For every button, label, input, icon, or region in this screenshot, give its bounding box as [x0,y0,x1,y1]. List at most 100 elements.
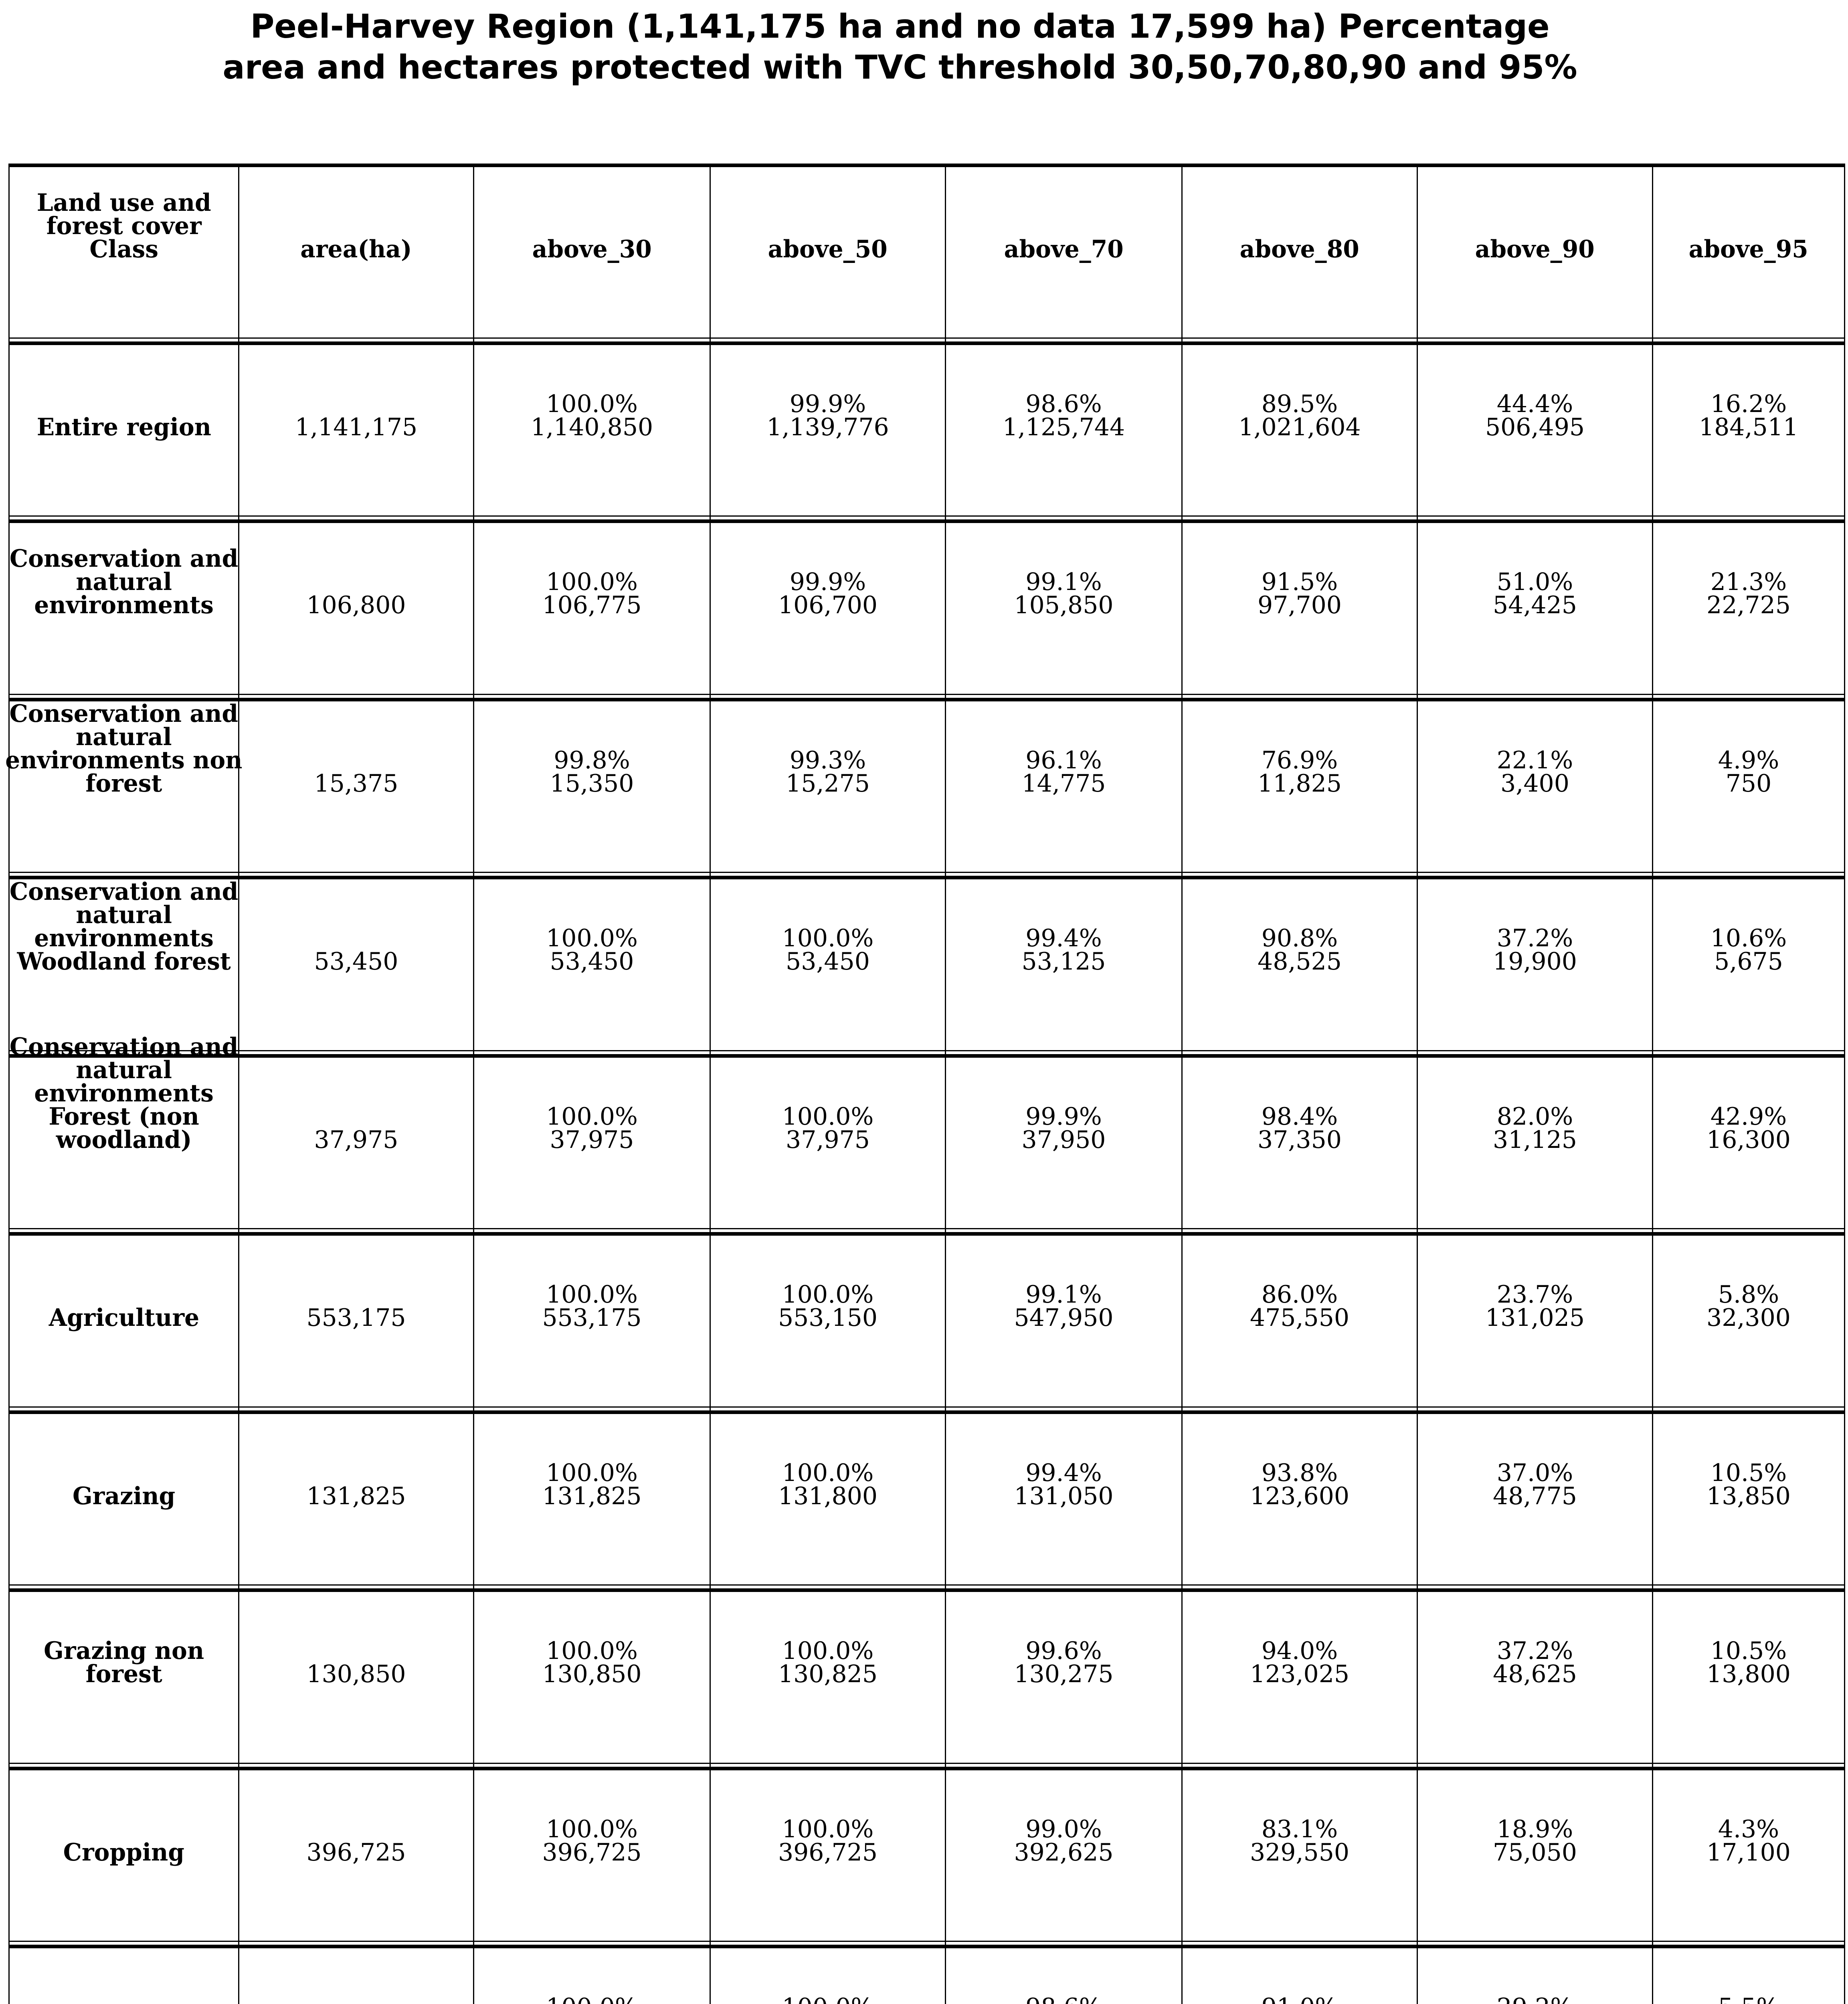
percent-value: 37.2% [1496,1637,1573,1665]
hectares-value: 48,775 [1493,1482,1577,1510]
header-threshold-label: above_50 [768,235,888,263]
row-threshold-cell: 99.9% 37,950 [946,1058,1183,1232]
hectares-value: 105,850 [1014,591,1114,619]
row-threshold-cell: 4.3% 17,100 [1653,1770,1844,1945]
hectares-value: 106,775 [542,591,642,619]
row-label-cell-holder: Grazing [10,1414,238,1508]
row-threshold-values: 10.5% 13,850 [1706,1461,1791,1508]
percent-value: 100.0% [782,1459,874,1487]
hectares-value: 37,350 [1258,1126,1342,1154]
row-threshold-cell-holder: 100.0% 53,450 [474,879,710,974]
row-threshold-cell: 98.6% 1,125,744 [946,345,1183,519]
header-threshold-cell-holder: above_80 [1183,167,1417,261]
row-area-cell-holder: 553,175 [239,1236,473,1332]
row-label-cell: Agriculture [10,1236,239,1410]
row-threshold-cell-holder: 94.0% 123,025 [1183,1592,1417,1686]
row-threshold-cell-holder: 98.4% 37,350 [1183,1058,1417,1154]
percent-value: 21.3% [1710,568,1787,596]
header-threshold-cell: above_90 [1418,167,1653,341]
hectares-value: 131,825 [542,1482,642,1510]
hectares-value: 48,625 [1493,1660,1577,1688]
percent-value: 91.5% [1261,568,1338,596]
row-area-cell-holder: 396,725 [239,1770,473,1865]
table-row: Conservation and natural environments 106… [10,523,1844,701]
hectares-value: 19,900 [1493,947,1577,976]
row-threshold-cell-holder: 42.9% 16,300 [1653,1058,1844,1154]
percent-value: 37.2% [1496,924,1573,952]
header-threshold-label: above_90 [1475,235,1595,263]
row-threshold-cell-holder: 37.0% 48,775 [1418,1414,1652,1508]
percent-value: 99.4% [1025,924,1102,952]
hectares-value: 53,450 [786,947,870,976]
table-row: Irrigation24,625 100.0%24,625 100.0%24,625… [10,1948,1844,2004]
row-area-value: 131,825 [306,1482,406,1510]
row-label-cell: Grazing non forest [10,1592,239,1767]
row-threshold-values: 99.9% 1,139,776 [766,392,889,439]
row-threshold-cell: 5.5%1,350 [1653,1948,1844,2004]
row-threshold-values: 51.0% 54,425 [1493,570,1577,617]
row-threshold-values: 100.0% 37,975 [546,1105,638,1154]
hectares-value: 15,275 [786,770,870,798]
table-row: Cropping 396,725 100.0% 396,725 100.0% 396,72… [10,1770,1844,1948]
row-threshold-values: 100.0% 131,825 [542,1461,641,1508]
hectares-value: 553,150 [778,1304,878,1332]
percent-value: 4.3% [1718,1815,1779,1843]
row-threshold-cell: 37.0% 48,775 [1418,1414,1653,1588]
percent-value: 96.1% [1025,746,1102,774]
row-threshold-cell: 91.0%22,400 [1183,1948,1418,2004]
percent-value: 42.9% [1710,1103,1787,1131]
hectares-value: 106,700 [778,591,878,619]
row-label: Conservation and natural environments no… [5,700,243,798]
row-threshold-cell-holder: 100.0% 553,150 [711,1236,945,1332]
row-threshold-cell: 99.9% 106,700 [711,523,946,698]
row-threshold-cell-holder: 22.1% 3,400 [1418,701,1652,796]
row-threshold-cell-holder: 100.0% 396,725 [474,1770,710,1865]
row-threshold-values: 99.4% 53,125 [1022,924,1106,974]
table-row: Conservation and natural environments no… [5,701,1844,879]
hectares-value: 14,775 [1021,770,1106,798]
row-label: Conservation and natural environments [9,545,239,619]
row-area-value: 553,175 [306,1304,406,1332]
percent-value: 10.5% [1710,1637,1787,1665]
hectares-value: 13,800 [1706,1660,1791,1688]
row-threshold-values: 22.1% 3,400 [1497,748,1573,796]
percent-value: 83.1% [1261,1815,1338,1843]
row-threshold-cell: 22.1% 3,400 [1418,701,1653,876]
hectares-value: 16,300 [1706,1126,1791,1154]
header-threshold-cell-holder: above_50 [711,167,945,261]
row-threshold-cell-holder: 98.6% 1,125,744 [946,345,1181,439]
row-threshold-cell: 10.6% 5,675 [1653,879,1844,1054]
title-line-2: area and hectares protected with TVC thr… [222,48,1577,87]
header-threshold-label: above_70 [1004,235,1124,263]
hectares-value: 37,975 [550,1126,634,1154]
header-class-cell-holder: Land use and forest cover Class [10,167,238,261]
percent-value: 99.9% [789,568,866,596]
row-label: Conservation and natural environments Fo… [9,1033,239,1154]
row-threshold-values: 83.1% 329,550 [1250,1815,1349,1865]
row-threshold-values: 100.0% 396,725 [542,1817,641,1865]
hectares-value: 130,850 [542,1660,642,1688]
row-label: Cropping [63,1838,185,1867]
row-threshold-cell: 90.8% 48,525 [1183,879,1418,1054]
row-threshold-cell: 4.9% 750 [1653,701,1844,876]
row-label-cell-holder: Entire region [10,345,238,439]
hectares-value: 13,850 [1706,1482,1791,1510]
header-threshold-cell: above_50 [711,167,946,341]
row-threshold-cell: 10.5% 13,850 [1653,1414,1844,1588]
row-threshold-cell-holder: 100.0% 131,825 [474,1414,710,1508]
percent-value: 94.0% [1261,1637,1338,1665]
row-threshold-cell: 86.0% 475,550 [1183,1236,1418,1410]
row-threshold-values: 96.1% 14,775 [1021,746,1106,798]
row-label: Grazing [72,1482,176,1510]
percent-value: 91.0% [1258,1995,1342,2004]
row-area-value: 53,450 [314,947,398,976]
row-threshold-cell-holder: 99.1% 547,950 [946,1236,1181,1330]
land-use-protection-table: Land use and forest cover Class area(ha) a… [5,164,1845,2004]
hectares-value: 37,975 [786,1126,870,1154]
table-row: Conservation and natural environments Fo… [10,1035,1844,1236]
row-threshold-values: 91.5% 97,700 [1258,570,1342,617]
row-threshold-cell-holder: 16.2% 184,511 [1653,345,1844,439]
row-threshold-values: 37.2% 48,625 [1493,1639,1577,1686]
row-threshold-cell-holder: 99.9% 106,700 [711,523,945,617]
percent-value: 90.8% [1261,924,1338,952]
